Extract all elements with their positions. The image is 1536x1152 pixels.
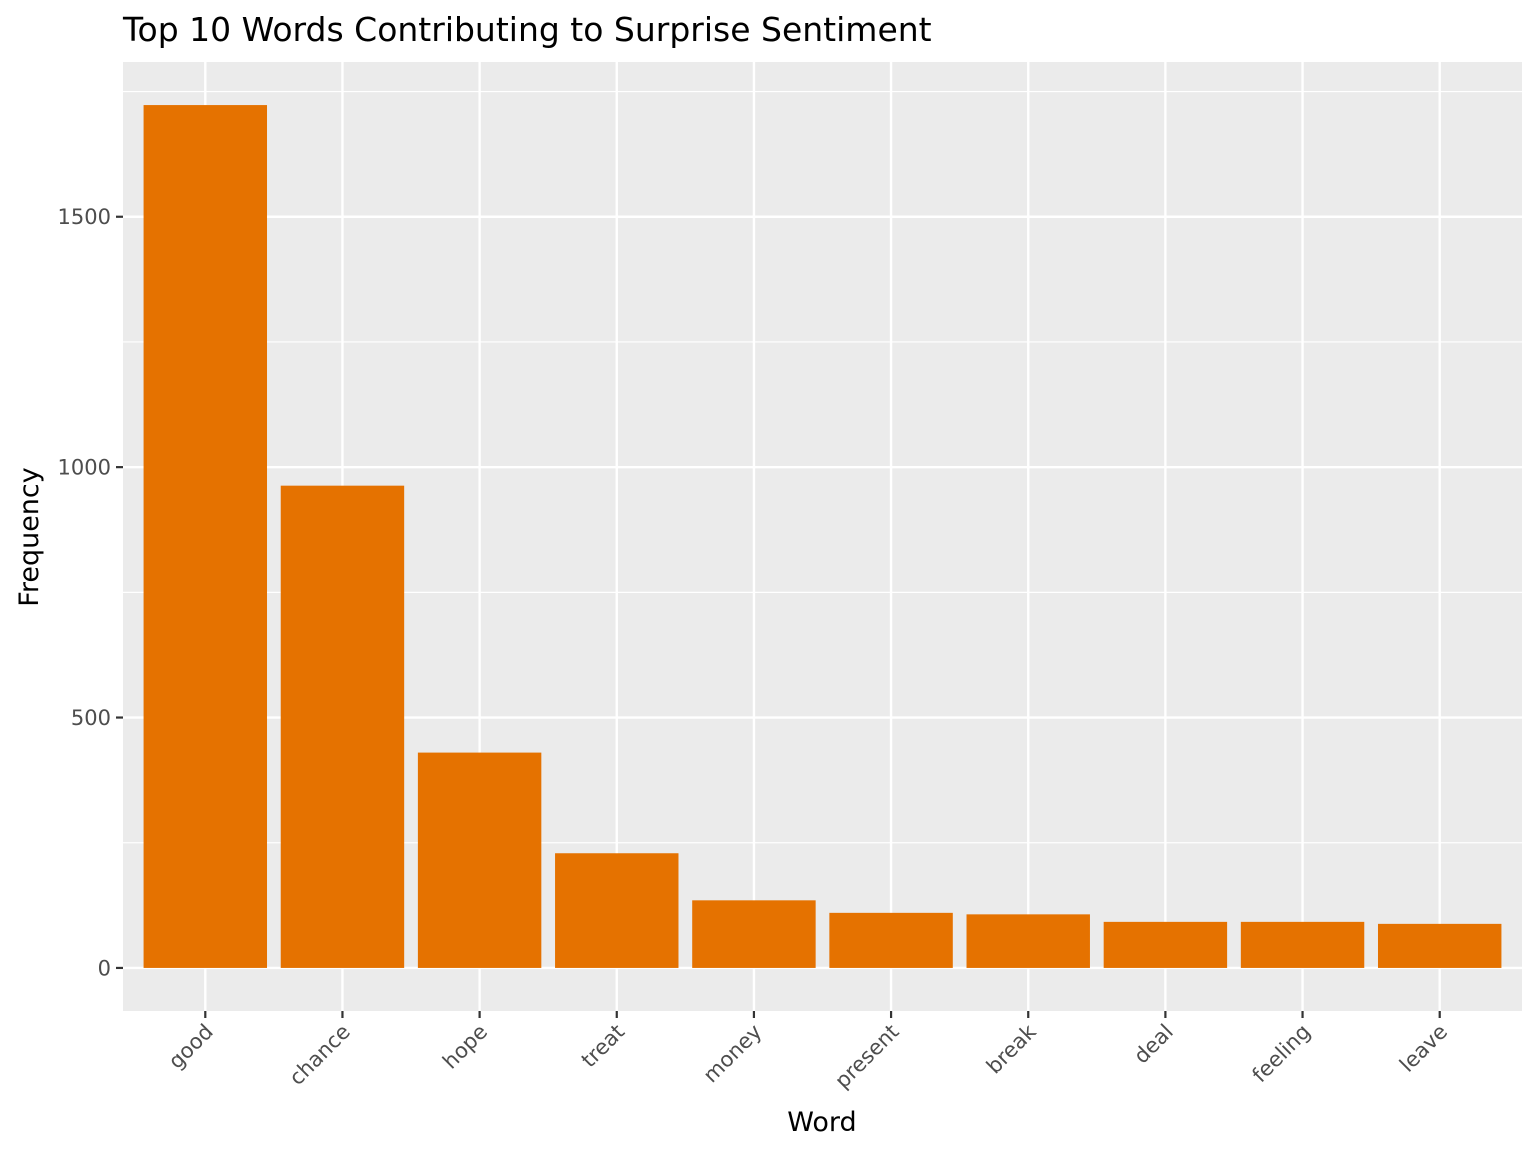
bar-feeling <box>1240 921 1365 968</box>
y-axis: 0 500 1000 1500 <box>58 205 123 980</box>
x-tick-label-chance: chance <box>285 1020 355 1090</box>
bar-leave <box>1377 923 1502 968</box>
x-axis-title: Word <box>787 1107 856 1138</box>
y-tick-label: 1500 <box>58 205 111 229</box>
y-tick-label: 0 <box>98 956 111 980</box>
x-tick-label-present: present <box>830 1020 903 1093</box>
y-tick-label: 1000 <box>58 456 111 480</box>
y-axis-title: Frequency <box>14 467 45 607</box>
bar-money <box>692 900 816 968</box>
x-tick-label-treat: treat <box>577 1020 630 1073</box>
chart-title: Top 10 Words Contributing to Surprise Se… <box>122 10 932 49</box>
x-tick-label-feeling: feeling <box>1248 1020 1316 1088</box>
x-tick-label-money: money <box>699 1020 767 1088</box>
x-tick-label-good: good <box>164 1020 218 1074</box>
bar-chance <box>280 485 405 968</box>
bar-hope <box>417 752 542 968</box>
bar-good <box>143 105 268 968</box>
bar-present <box>829 912 953 968</box>
bar-treat <box>555 853 679 968</box>
y-tick-label: 500 <box>71 706 111 730</box>
bar-break <box>966 914 1090 968</box>
bar-deal <box>1103 921 1228 968</box>
x-tick-label-deal: deal <box>1129 1020 1178 1069</box>
x-axis: good chance hope treat money present break deal… <box>164 1011 1452 1093</box>
x-tick-label-leave: leave <box>1395 1020 1452 1077</box>
x-tick-label-hope: hope <box>438 1020 492 1074</box>
bars <box>143 105 1502 968</box>
x-tick-label-break: break <box>982 1019 1042 1079</box>
